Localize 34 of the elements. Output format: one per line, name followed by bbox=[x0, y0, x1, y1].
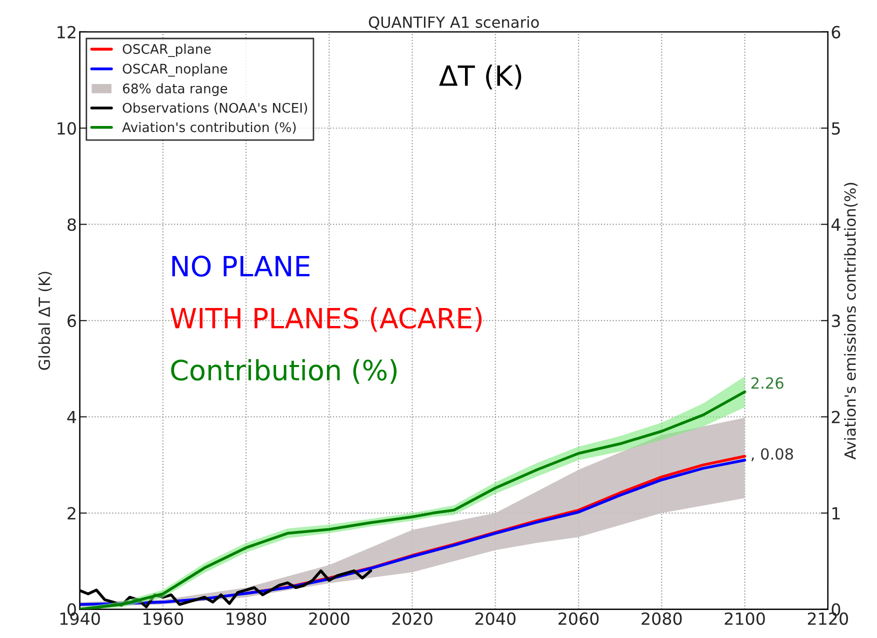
annotation: WITH PLANES (ACARE) bbox=[170, 307, 482, 332]
chart-title: QUANTIFY A1 scenario bbox=[368, 16, 539, 30]
x-tick-label: 2040 bbox=[475, 612, 516, 625]
y2-tick-label: 6 bbox=[832, 26, 840, 38]
legend-label: OSCAR_plane bbox=[122, 44, 211, 57]
y2-tick-label: 1 bbox=[832, 507, 840, 520]
y-tick-label: 6 bbox=[68, 314, 76, 328]
y-tick-label: 12 bbox=[58, 26, 76, 38]
y2-tick-label: 3 bbox=[832, 314, 840, 328]
legend-label: 68% data range bbox=[122, 83, 228, 96]
annotation: ΔT (K) bbox=[439, 64, 522, 90]
annotation: , 0.08 bbox=[752, 448, 794, 462]
y-tick-label: 2 bbox=[68, 507, 76, 520]
y2-axis-title: Aviation's emissions contribution(%) bbox=[844, 182, 858, 460]
legend-label: Observations (NOAA's NCEI) bbox=[122, 102, 308, 114]
y-tick-label: 8 bbox=[68, 218, 76, 231]
legend-label: Aviation's contribution (%) bbox=[122, 122, 296, 134]
x-tick-label: 2060 bbox=[558, 612, 599, 625]
x-tick-label: 2020 bbox=[392, 612, 432, 625]
y-tick-label: 4 bbox=[67, 411, 76, 424]
x-tick-label: 2000 bbox=[309, 612, 350, 625]
y-axis-title: Global ΔT (K) bbox=[38, 272, 52, 370]
x-tick-label: 2100 bbox=[724, 612, 765, 625]
annotation: Contribution (%) bbox=[171, 359, 397, 384]
legend-label: OSCAR_noplane bbox=[122, 64, 228, 77]
x-tick-label: 2080 bbox=[642, 612, 682, 625]
x-tick-label: 1980 bbox=[226, 612, 266, 625]
x-tick-label: 1960 bbox=[144, 612, 184, 625]
annotation: NO PLANE bbox=[172, 256, 310, 277]
y2-tick-label: 2 bbox=[832, 410, 840, 424]
annotation: 2.26 bbox=[751, 377, 784, 389]
y-tick-label: 10 bbox=[58, 122, 76, 135]
y2-tick-label: 4 bbox=[831, 218, 840, 231]
y2-tick-label: 5 bbox=[832, 122, 840, 135]
